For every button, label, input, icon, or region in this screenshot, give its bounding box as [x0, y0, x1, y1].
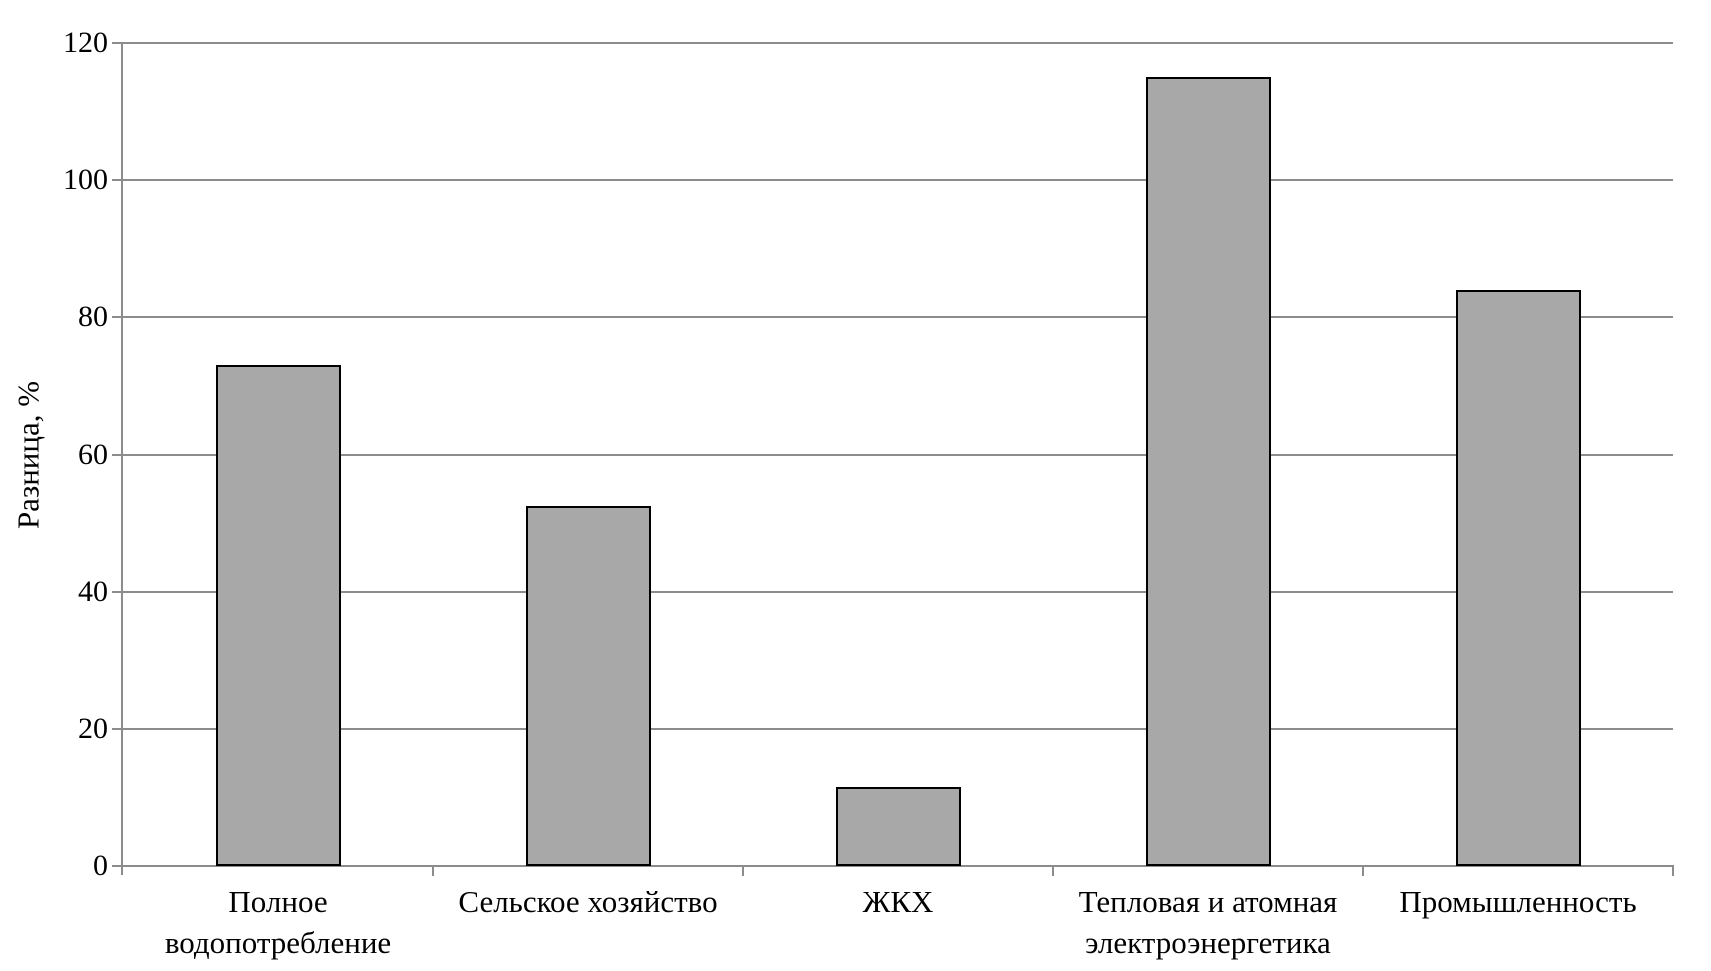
- x-axis-line: [112, 865, 1673, 867]
- y-tick-60: [112, 453, 123, 456]
- y-tick-label-0: 0: [93, 849, 108, 882]
- bar-3: [835, 787, 961, 866]
- category-label-3: ЖКХ: [862, 884, 934, 919]
- bar-2: [525, 505, 651, 866]
- category-label-4: Тепловая и атомная электроэнергетика: [1078, 884, 1338, 960]
- gridline-40: [123, 590, 1673, 593]
- x-tick-5: [1672, 865, 1674, 876]
- category-label-1: Полное водопотребление: [164, 884, 392, 960]
- y-tick-label-120: 120: [63, 26, 108, 59]
- gridline-100: [123, 179, 1673, 182]
- y-tick-label-20: 20: [78, 711, 108, 745]
- bar-1: [215, 365, 341, 866]
- gridline-80: [123, 316, 1673, 319]
- y-tick-80: [112, 316, 123, 319]
- category-label-2: Сельское хозяйство: [458, 884, 718, 919]
- x-tick-4: [1362, 865, 1364, 876]
- x-tick-2: [742, 865, 744, 876]
- y-tick-20: [112, 727, 123, 730]
- y-tick-label-40: 40: [78, 574, 108, 608]
- gridline-120: [123, 42, 1673, 44]
- y-tick-100: [112, 179, 123, 182]
- x-tick-3: [1052, 865, 1054, 876]
- gridline-60: [123, 453, 1673, 456]
- bar-4: [1145, 77, 1271, 866]
- bar-5: [1455, 289, 1581, 866]
- y-axis-line: [121, 43, 123, 875]
- gridline-20: [123, 727, 1673, 730]
- category-label-5: Промышленность: [1399, 884, 1637, 919]
- y-tick-label-80: 80: [78, 300, 108, 334]
- y-axis-title: Разница, %: [10, 380, 46, 530]
- y-tick-label-60: 60: [78, 437, 108, 471]
- y-tick-label-100: 100: [63, 163, 108, 197]
- x-tick-1: [432, 865, 434, 876]
- y-tick-120: [112, 42, 123, 44]
- y-tick-40: [112, 590, 123, 593]
